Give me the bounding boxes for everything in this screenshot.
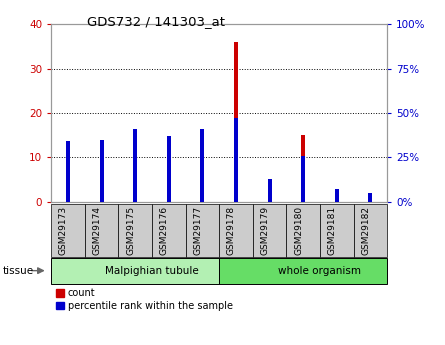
- Text: GSM29175: GSM29175: [126, 206, 135, 255]
- Text: whole organism: whole organism: [279, 266, 361, 276]
- Text: Malpighian tubule: Malpighian tubule: [105, 266, 199, 276]
- Bar: [100, 140, 104, 202]
- Text: GSM29177: GSM29177: [194, 206, 202, 255]
- Text: GSM29173: GSM29173: [59, 206, 68, 255]
- Bar: [167, 136, 171, 202]
- Bar: [85, 204, 118, 257]
- Text: GSM29174: GSM29174: [93, 206, 101, 255]
- Bar: [301, 156, 305, 202]
- Bar: [353, 204, 387, 257]
- Bar: [66, 141, 70, 202]
- Text: GSM29179: GSM29179: [261, 206, 270, 255]
- Bar: [253, 204, 287, 257]
- Bar: [51, 258, 219, 284]
- Bar: [133, 129, 137, 202]
- Bar: [301, 135, 305, 202]
- Legend: count, percentile rank within the sample: count, percentile rank within the sample: [56, 288, 233, 311]
- Bar: [133, 131, 137, 202]
- Bar: [368, 197, 372, 202]
- Bar: [267, 179, 271, 202]
- Bar: [186, 204, 219, 257]
- Bar: [267, 197, 271, 202]
- Text: tissue: tissue: [2, 266, 33, 276]
- Bar: [234, 118, 238, 202]
- Bar: [66, 148, 70, 202]
- Bar: [219, 258, 387, 284]
- Bar: [152, 204, 186, 257]
- Bar: [368, 193, 372, 202]
- Bar: [287, 204, 320, 257]
- Bar: [219, 204, 253, 257]
- Bar: [100, 148, 104, 202]
- Text: GSM29181: GSM29181: [328, 206, 337, 255]
- Text: GSM29180: GSM29180: [294, 206, 303, 255]
- Text: GDS732 / 141303_at: GDS732 / 141303_at: [87, 16, 225, 29]
- Bar: [200, 129, 204, 202]
- Bar: [335, 193, 339, 202]
- Text: GSM29182: GSM29182: [361, 206, 370, 255]
- Bar: [335, 189, 339, 202]
- Bar: [234, 42, 238, 202]
- Bar: [118, 204, 152, 257]
- Bar: [167, 140, 171, 202]
- Text: GSM29176: GSM29176: [160, 206, 169, 255]
- Bar: [51, 204, 85, 257]
- Bar: [200, 131, 204, 202]
- Bar: [320, 204, 354, 257]
- Text: GSM29178: GSM29178: [227, 206, 236, 255]
